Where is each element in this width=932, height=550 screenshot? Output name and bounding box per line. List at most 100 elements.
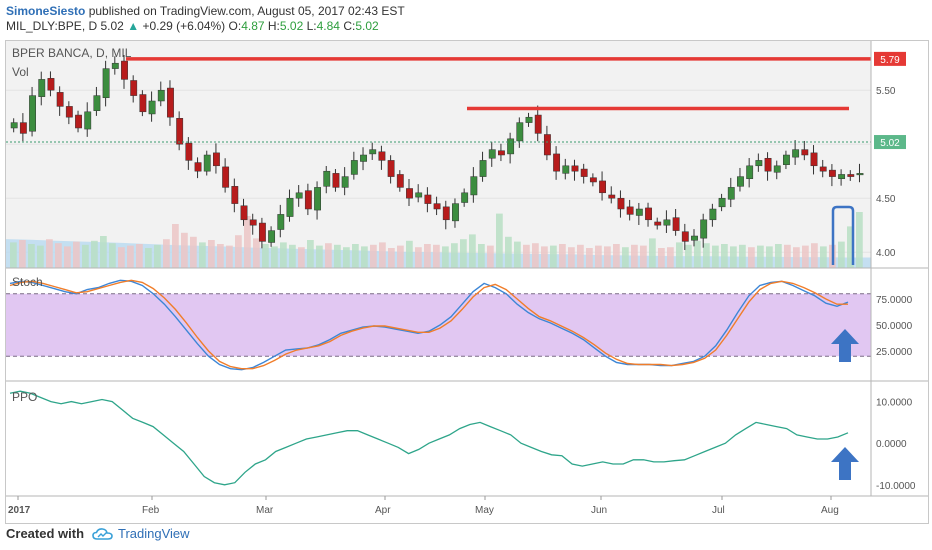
volume-bar	[838, 241, 845, 268]
volume-bar	[109, 243, 116, 268]
volume-bar	[73, 241, 80, 268]
candle-body	[387, 160, 395, 177]
volume-bar	[460, 239, 467, 268]
volume-bar	[235, 235, 242, 268]
candle-body	[856, 173, 864, 176]
volume-bar	[172, 224, 179, 268]
stoch-title: Stoch	[12, 275, 43, 289]
volume-bar	[415, 247, 422, 268]
time-tick-label: Jul	[712, 505, 725, 516]
volume-bar	[424, 244, 431, 268]
candle-body	[396, 174, 404, 188]
candle-body	[65, 106, 73, 118]
volume-label: Vol	[12, 65, 29, 79]
stoch-tick-label: 50.0000	[876, 321, 913, 332]
published-text: published on TradingView.com, August 05,…	[88, 4, 405, 18]
stoch-lines	[9, 279, 849, 371]
candle-body	[498, 150, 505, 156]
volume-bar	[730, 246, 737, 268]
volume-bar	[604, 246, 611, 268]
volume-layer	[6, 212, 871, 268]
volume-bar	[613, 244, 620, 268]
volume-bar	[487, 245, 494, 268]
candle-body	[258, 222, 266, 242]
volume-bar	[343, 247, 350, 268]
volume-bar	[478, 244, 485, 268]
candle-body	[543, 134, 551, 156]
candle-body	[452, 203, 459, 222]
candle-body	[406, 188, 413, 199]
candle-body	[231, 186, 239, 204]
price-pane-bg	[6, 41, 871, 268]
candle-body	[332, 173, 340, 188]
volume-bar	[775, 244, 782, 268]
volume-bar	[181, 232, 188, 268]
candle-body	[534, 114, 542, 134]
volume-bar	[757, 245, 764, 268]
candle-body	[360, 154, 367, 162]
volume-bar	[208, 240, 215, 268]
candle-body	[847, 174, 855, 177]
volume-bar	[19, 240, 26, 268]
volume-bar	[550, 245, 557, 268]
tradingview-logo[interactable]: TradingView	[92, 526, 190, 541]
candle-body	[304, 190, 312, 210]
time-tick-label: Mar	[256, 505, 274, 516]
volume-bar	[388, 248, 395, 268]
volume-bar	[784, 244, 791, 268]
candle-body	[746, 165, 754, 180]
volume-bar	[262, 244, 269, 268]
symbol-label: MIL_DLY:BPE, D	[6, 19, 98, 33]
resistance-lines	[126, 57, 871, 265]
volume-bar	[217, 244, 224, 268]
high-value: 5.02	[279, 19, 304, 33]
ppo-tick-label: 10.0000	[876, 398, 913, 409]
volume-bar	[244, 216, 251, 268]
volume-spike-highlight	[831, 205, 855, 265]
candle-body	[516, 122, 524, 142]
candle-body	[139, 94, 147, 113]
volume-bar	[523, 244, 530, 268]
candle-body	[580, 168, 588, 177]
volume-bar	[298, 247, 305, 268]
volume-bar	[559, 244, 566, 268]
chart-area[interactable]: BPER BANCA, D, MIL Vol 5.505.004.504.00 …	[5, 40, 929, 524]
volume-bar	[370, 244, 377, 268]
candle-body	[185, 142, 193, 161]
price-tick-label: 5.50	[876, 86, 896, 97]
close-label: C:	[343, 19, 356, 33]
candle-body	[213, 152, 220, 167]
candle-body	[268, 230, 276, 243]
candle-body	[589, 177, 597, 183]
volume-bar	[802, 245, 809, 268]
candle-body	[29, 95, 36, 132]
volume-bar	[37, 245, 44, 268]
volume-bar	[658, 248, 665, 268]
volume-bar	[631, 244, 638, 268]
volume-bar	[685, 244, 692, 268]
candle-body	[47, 78, 55, 91]
candle-body	[654, 221, 662, 226]
volume-bar	[694, 240, 701, 268]
candle-body	[323, 170, 331, 187]
candle-body	[571, 165, 579, 172]
ppo-lines	[9, 390, 849, 486]
price-tick-label: 4.00	[876, 248, 896, 259]
candle-body	[341, 176, 349, 188]
volume-bar	[712, 245, 719, 268]
author-link[interactable]: SimoneSiesto	[6, 4, 86, 18]
volume-bar	[451, 243, 458, 268]
volume-bar	[811, 243, 818, 268]
volume-bar	[532, 243, 539, 268]
chart-canvas[interactable]: BPER BANCA, D, MIL Vol 5.505.004.504.00 …	[6, 41, 928, 523]
ppo-up-arrow-icon	[831, 447, 859, 480]
candle-body	[488, 149, 496, 159]
resistance-price-tag: 5.79	[874, 51, 906, 66]
volume-bar	[514, 241, 521, 268]
volume-bar	[856, 212, 863, 268]
time-tick-label: Feb	[142, 505, 160, 516]
volume-bar	[667, 247, 674, 268]
candle-body	[84, 111, 92, 130]
time-tick-label: Aug	[821, 505, 839, 516]
up-arrow-icon: ▲	[127, 19, 140, 33]
